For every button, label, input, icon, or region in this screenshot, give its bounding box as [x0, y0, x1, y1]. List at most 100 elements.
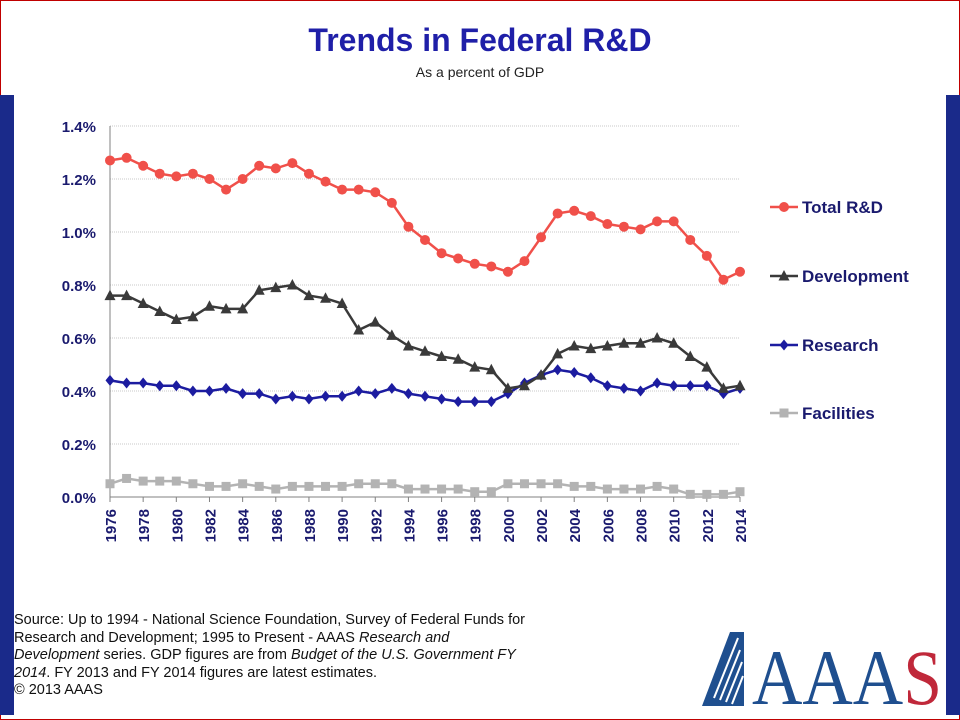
data-point-total	[652, 216, 663, 227]
data-point-total	[237, 174, 248, 184]
legend-marker	[779, 408, 789, 418]
data-point-facilities	[652, 481, 662, 491]
left-side-band	[0, 95, 14, 715]
data-point-research	[221, 382, 231, 394]
data-point-development	[220, 302, 232, 314]
data-point-total	[370, 187, 381, 198]
series-line-development	[110, 283, 741, 390]
data-point-total	[685, 234, 696, 245]
data-point-research	[370, 388, 380, 400]
data-point-development	[485, 363, 497, 375]
data-point-development	[203, 300, 215, 311]
data-point-total	[221, 184, 232, 195]
data-point-development	[237, 302, 249, 314]
series-research	[105, 364, 745, 408]
data-point-research	[685, 380, 695, 392]
data-point-facilities	[304, 481, 314, 491]
series-total	[105, 152, 745, 285]
data-point-development	[668, 337, 680, 348]
y-tick-label: 0.6%	[62, 331, 96, 348]
y-tick-label: 0.2%	[62, 437, 96, 454]
x-tick-label: 2004	[567, 508, 584, 542]
data-point-research	[271, 393, 281, 405]
data-point-total	[105, 155, 115, 166]
data-point-facilities	[105, 479, 115, 489]
x-tick-label: 2006	[600, 509, 617, 542]
y-tick-label: 1.4%	[62, 119, 96, 136]
data-point-development	[452, 353, 464, 364]
y-tick-label: 0.8%	[62, 278, 96, 295]
data-point-development	[286, 279, 298, 290]
source-line-3-text: series. GDP figures are from	[99, 647, 291, 663]
series-facilities	[105, 473, 745, 499]
x-tick-label: 1982	[202, 509, 219, 542]
data-point-development	[601, 339, 613, 351]
data-point-research	[602, 380, 612, 392]
data-point-facilities	[221, 481, 231, 491]
data-point-total	[171, 171, 182, 182]
data-point-development	[535, 369, 547, 380]
data-point-total	[735, 266, 745, 277]
source-line-2: Research and Development; 1995 to Presen…	[14, 630, 594, 648]
data-point-research	[669, 380, 679, 392]
data-point-facilities	[553, 479, 563, 489]
legend-marker	[779, 339, 789, 351]
source-line-2-italic: Research and	[358, 629, 450, 646]
data-point-facilities	[569, 481, 579, 491]
data-point-facilities	[171, 476, 181, 486]
x-tick-label: 1976	[103, 509, 120, 542]
data-point-development	[270, 281, 282, 293]
x-tick-label: 1996	[435, 509, 452, 542]
data-point-research	[569, 366, 579, 378]
data-point-development	[170, 313, 182, 324]
x-tick-label: 1992	[368, 509, 385, 542]
data-point-facilities	[453, 484, 463, 494]
x-tick-label: 1978	[136, 509, 153, 542]
data-point-research	[652, 377, 662, 389]
data-point-total	[602, 219, 613, 230]
source-line-3: Development series. GDP figures are from…	[14, 647, 594, 665]
data-point-total	[320, 176, 331, 187]
y-tick-label: 1.2%	[62, 172, 96, 189]
legend-marker	[778, 270, 790, 281]
data-point-total	[254, 160, 265, 171]
data-point-total	[436, 248, 447, 259]
data-point-facilities	[718, 489, 728, 499]
data-point-research	[304, 393, 314, 405]
data-point-research	[453, 396, 463, 408]
data-point-development	[369, 316, 381, 327]
data-point-total	[552, 208, 563, 219]
source-note: Source: Up to 1994 - National Science Fo…	[14, 612, 594, 700]
data-point-facilities	[354, 479, 364, 489]
legend-label: Total R&D	[802, 198, 883, 217]
data-point-research	[354, 385, 364, 397]
data-point-total	[270, 163, 281, 174]
legend-label: Development	[802, 267, 909, 286]
data-point-development	[402, 339, 414, 351]
data-point-total	[585, 211, 596, 222]
legend-item-total: Total R&D	[770, 198, 883, 217]
x-tick-label: 2012	[700, 509, 717, 542]
x-tick-label: 1994	[401, 508, 418, 542]
data-point-research	[553, 364, 563, 376]
data-point-total	[569, 205, 580, 216]
legend-marker	[779, 202, 789, 212]
legend-label: Research	[802, 336, 879, 355]
data-point-research	[155, 380, 165, 392]
data-point-total	[618, 221, 629, 232]
data-point-research	[122, 377, 132, 389]
right-side-band	[946, 95, 960, 715]
data-point-development	[502, 382, 514, 393]
data-point-facilities	[586, 481, 596, 491]
source-line-3-italic-b: Budget of the U.S. Government FY	[290, 647, 516, 663]
x-tick-label: 1980	[169, 509, 186, 542]
data-point-development	[518, 379, 530, 391]
legend-label: Facilities	[802, 404, 875, 423]
data-point-facilities	[669, 484, 679, 494]
data-point-development	[635, 337, 647, 348]
data-point-development	[734, 379, 746, 391]
chart-subtitle: As a percent of GDP	[415, 64, 545, 80]
data-point-research	[387, 382, 397, 394]
data-point-facilities	[470, 487, 480, 497]
data-point-development	[436, 350, 448, 362]
